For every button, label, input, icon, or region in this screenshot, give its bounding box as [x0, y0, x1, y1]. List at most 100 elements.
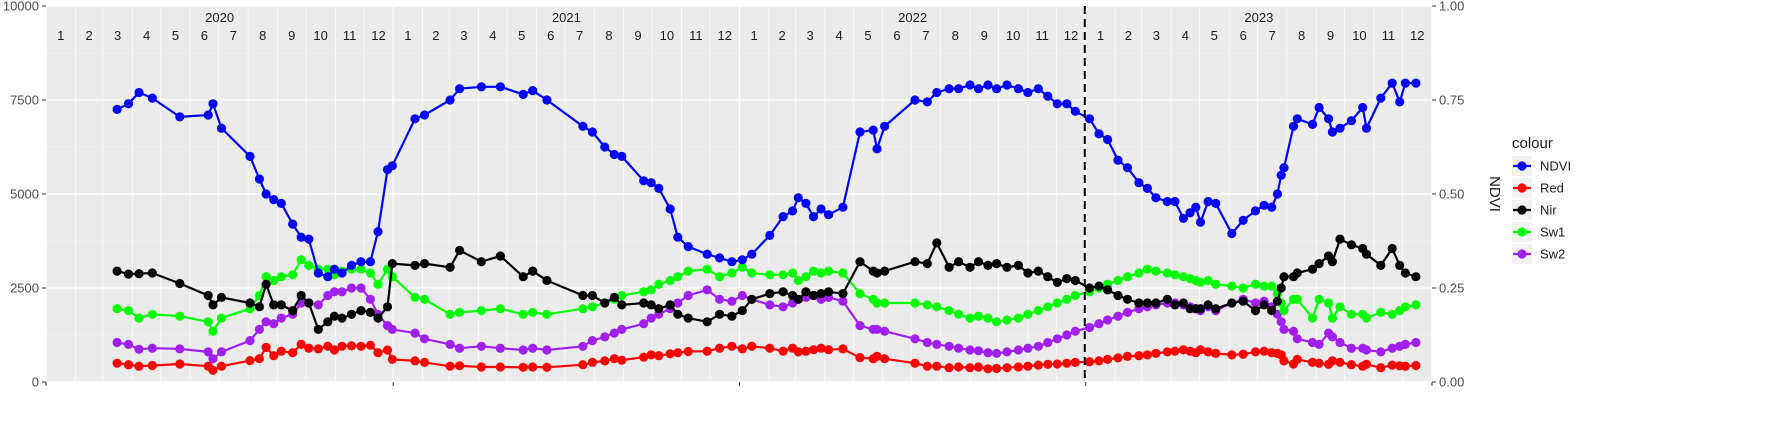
data-point-ndvi	[373, 227, 383, 237]
data-point-red	[617, 355, 627, 365]
data-point-red	[245, 356, 255, 366]
data-point-nir	[419, 259, 430, 269]
legend-item-red: Red	[1512, 178, 1564, 198]
data-point-ndvi	[855, 127, 865, 137]
month-label: 7	[230, 28, 237, 43]
month-label: 10	[313, 28, 327, 43]
data-point-sw1	[261, 272, 271, 282]
data-point-ndvi	[410, 114, 420, 124]
data-point-sw1	[654, 279, 664, 289]
data-point-red	[373, 348, 383, 358]
legend-title: colour	[1512, 135, 1553, 152]
data-point-ndvi	[123, 99, 134, 109]
legend-item-sw2: Sw2	[1512, 244, 1565, 264]
month-label: 4	[143, 28, 150, 43]
data-point-ndvi	[944, 84, 954, 94]
data-point-ndvi	[778, 212, 788, 222]
data-point-sw1	[1327, 313, 1337, 323]
data-point-red	[932, 361, 942, 371]
data-point-red	[910, 358, 920, 368]
data-point-ndvi	[973, 84, 984, 94]
data-point-sw1	[965, 313, 975, 323]
data-point-sw1	[1134, 268, 1144, 278]
data-point-sw2	[973, 346, 984, 356]
data-point-sw2	[1346, 343, 1356, 353]
data-point-ndvi	[824, 210, 834, 220]
data-point-ndvi	[1272, 189, 1282, 199]
data-point-red	[254, 354, 264, 364]
data-point-nir	[1411, 272, 1421, 282]
month-label: 2	[432, 28, 439, 43]
data-point-ndvi	[419, 110, 430, 120]
data-point-nir	[365, 307, 375, 317]
data-point-red	[112, 358, 122, 368]
data-point-nir	[880, 266, 890, 276]
series-nir	[112, 234, 1421, 334]
data-point-ndvi	[801, 198, 811, 208]
data-point-red	[992, 363, 1002, 374]
data-point-nir	[654, 304, 664, 314]
data-point-sw2	[639, 319, 649, 329]
data-point-ndvi	[910, 95, 920, 105]
data-point-red	[1361, 359, 1372, 369]
data-point-red	[808, 345, 819, 355]
data-point-ndvi	[1023, 87, 1033, 98]
data-point-sw1	[1227, 281, 1237, 291]
data-point-sw1	[880, 298, 890, 308]
data-point-sw1	[808, 266, 819, 276]
data-point-sw1	[992, 317, 1002, 327]
data-point-ndvi	[838, 202, 848, 212]
data-point-nir	[147, 268, 157, 278]
data-point-nir	[747, 294, 757, 304]
data-point-nir	[609, 292, 619, 302]
data-point-ndvi	[1122, 163, 1133, 173]
data-point-ndvi	[1267, 202, 1277, 212]
data-point-sw1	[1250, 279, 1261, 289]
data-point-red	[261, 342, 271, 352]
data-point-red	[1103, 354, 1113, 364]
data-point-red	[1411, 360, 1421, 371]
data-point-red	[880, 354, 890, 364]
data-point-ndvi	[1070, 106, 1080, 116]
data-point-ndvi	[1361, 123, 1372, 133]
data-point-sw1	[944, 306, 954, 316]
data-point-sw2	[1070, 326, 1080, 336]
data-point-red	[1084, 357, 1095, 367]
data-point-ndvi	[1411, 78, 1421, 88]
month-label: 3	[1153, 28, 1160, 43]
data-point-ndvi	[1151, 193, 1161, 203]
data-point-red	[1346, 360, 1356, 370]
data-point-ndvi	[872, 144, 882, 154]
data-point-red	[1387, 360, 1397, 370]
data-point-nir	[1361, 249, 1372, 259]
data-point-red	[337, 341, 347, 351]
data-point-ndvi	[261, 189, 271, 199]
data-point-nir	[1395, 260, 1405, 270]
data-point-nir	[1033, 266, 1043, 276]
data-point-ndvi	[816, 204, 826, 214]
data-point-nir	[1376, 260, 1386, 270]
data-point-nir	[778, 287, 788, 297]
data-point-nir	[944, 262, 954, 272]
month-label: 6	[547, 28, 554, 43]
data-point-nir	[245, 298, 255, 308]
data-point-red	[1043, 359, 1053, 369]
data-point-nir	[983, 260, 993, 270]
month-label: 11	[1382, 28, 1396, 43]
data-point-red	[123, 360, 134, 370]
data-point-sw1	[872, 298, 882, 308]
data-point-sw2	[365, 294, 375, 304]
data-point-sw2	[1292, 334, 1302, 344]
data-point-sw1	[288, 270, 298, 280]
data-point-sw1	[702, 264, 712, 274]
data-point-ndvi	[932, 87, 942, 98]
data-point-red	[816, 343, 826, 353]
month-label: 8	[1298, 28, 1305, 43]
month-label: 6	[893, 28, 900, 43]
data-point-sw2	[147, 343, 157, 353]
data-point-red	[1238, 349, 1248, 359]
data-point-sw1	[801, 272, 811, 282]
data-point-sw1	[646, 285, 656, 295]
data-point-red	[1013, 362, 1024, 372]
data-point-red	[1094, 356, 1104, 366]
